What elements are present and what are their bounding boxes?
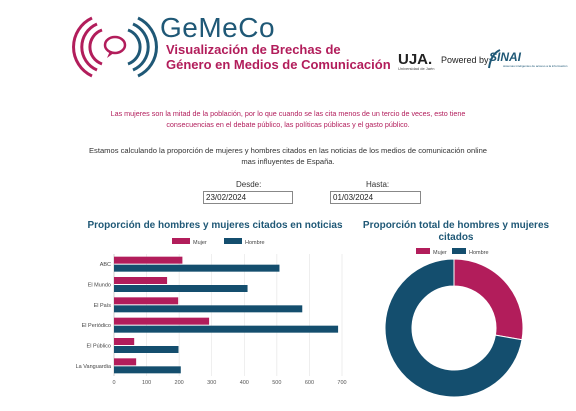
bar-chart: Mujer Hombre 0 100 200 300 400 500 600 700 ABC El M… bbox=[76, 238, 347, 386]
from-date-input[interactable] bbox=[203, 191, 293, 204]
bar-mujer bbox=[114, 338, 135, 345]
to-date-label: Hasta: bbox=[366, 180, 390, 189]
x-tick-label: 300 bbox=[207, 380, 216, 386]
uja-logo[interactable]: UJA. bbox=[398, 51, 433, 68]
legend-swatch-hombre bbox=[224, 238, 242, 244]
y-tick-label: El País bbox=[94, 303, 112, 309]
legend-label-hombre: Hombre bbox=[245, 240, 265, 246]
sinai-logo[interactable]: SINAI bbox=[489, 50, 522, 64]
y-tick-label: El Mundo bbox=[88, 283, 111, 289]
to-date-input[interactable] bbox=[330, 191, 421, 204]
x-tick-label: 500 bbox=[272, 380, 281, 386]
description-text: Estamos calculando la proporción de muje… bbox=[88, 146, 488, 166]
from-date-label: Desde: bbox=[236, 180, 262, 189]
uja-logo-subtext: Universidad de Jaén bbox=[398, 66, 435, 71]
donut-chart: Mujer Hombre bbox=[384, 248, 524, 398]
bar-mujer bbox=[114, 297, 179, 305]
gemeco-logo-icon bbox=[72, 16, 158, 78]
x-tick-label: 700 bbox=[337, 380, 346, 386]
sinai-logo-icon bbox=[488, 49, 501, 69]
brand-title: GeMeCo bbox=[160, 12, 276, 43]
bar-hombre bbox=[114, 305, 303, 313]
y-tick-label: La Vanguardia bbox=[76, 364, 112, 370]
bar-chart-title: Proporción de hombres y mujeres citados … bbox=[87, 220, 343, 231]
donut-slice-mujer bbox=[453, 258, 524, 341]
subtitle-line-2: Género en Medios de Comunicación bbox=[166, 57, 391, 72]
x-tick-label: 400 bbox=[240, 380, 249, 386]
intro-text: Las mujeres son la mitad de la población… bbox=[110, 109, 466, 129]
donut-slice-hombre bbox=[384, 258, 523, 398]
bar-hombre bbox=[114, 325, 339, 333]
bar-mujer bbox=[114, 256, 183, 264]
x-tick-label: 200 bbox=[175, 380, 184, 386]
y-tick-label: El Público bbox=[87, 344, 111, 350]
legend-label-mujer: Mujer bbox=[433, 250, 447, 256]
legend-swatch-mujer bbox=[172, 238, 190, 244]
powered-by-label: Powered by bbox=[441, 55, 489, 65]
x-tick-label: 600 bbox=[305, 380, 314, 386]
sinai-logo-subtext: sistemas inteligentes de acceso a la inf… bbox=[503, 64, 568, 68]
bar-mujer bbox=[114, 317, 210, 325]
x-tick-label: 0 bbox=[112, 380, 115, 386]
donut-chart-title: Proporción total de hombres y mujeres ci… bbox=[362, 220, 550, 243]
bar-hombre bbox=[114, 346, 179, 353]
legend-label-mujer: Mujer bbox=[193, 240, 207, 246]
bar-hombre bbox=[114, 366, 181, 374]
y-tick-label: ABC bbox=[100, 262, 111, 268]
bar-mujer bbox=[114, 358, 137, 366]
bar-hombre bbox=[114, 285, 248, 292]
bar-hombre bbox=[114, 264, 280, 272]
y-tick-label: El Periódico bbox=[82, 323, 111, 329]
bar-mujer bbox=[114, 277, 168, 284]
app-subtitle: Visualización de Brechas de Género en Me… bbox=[166, 42, 391, 72]
legend-label-hombre: Hombre bbox=[469, 250, 489, 256]
legend-swatch-mujer bbox=[416, 248, 430, 254]
legend-swatch-hombre bbox=[452, 248, 466, 254]
subtitle-line-1: Visualización de Brechas de bbox=[166, 42, 341, 57]
x-tick-label: 100 bbox=[142, 380, 151, 386]
